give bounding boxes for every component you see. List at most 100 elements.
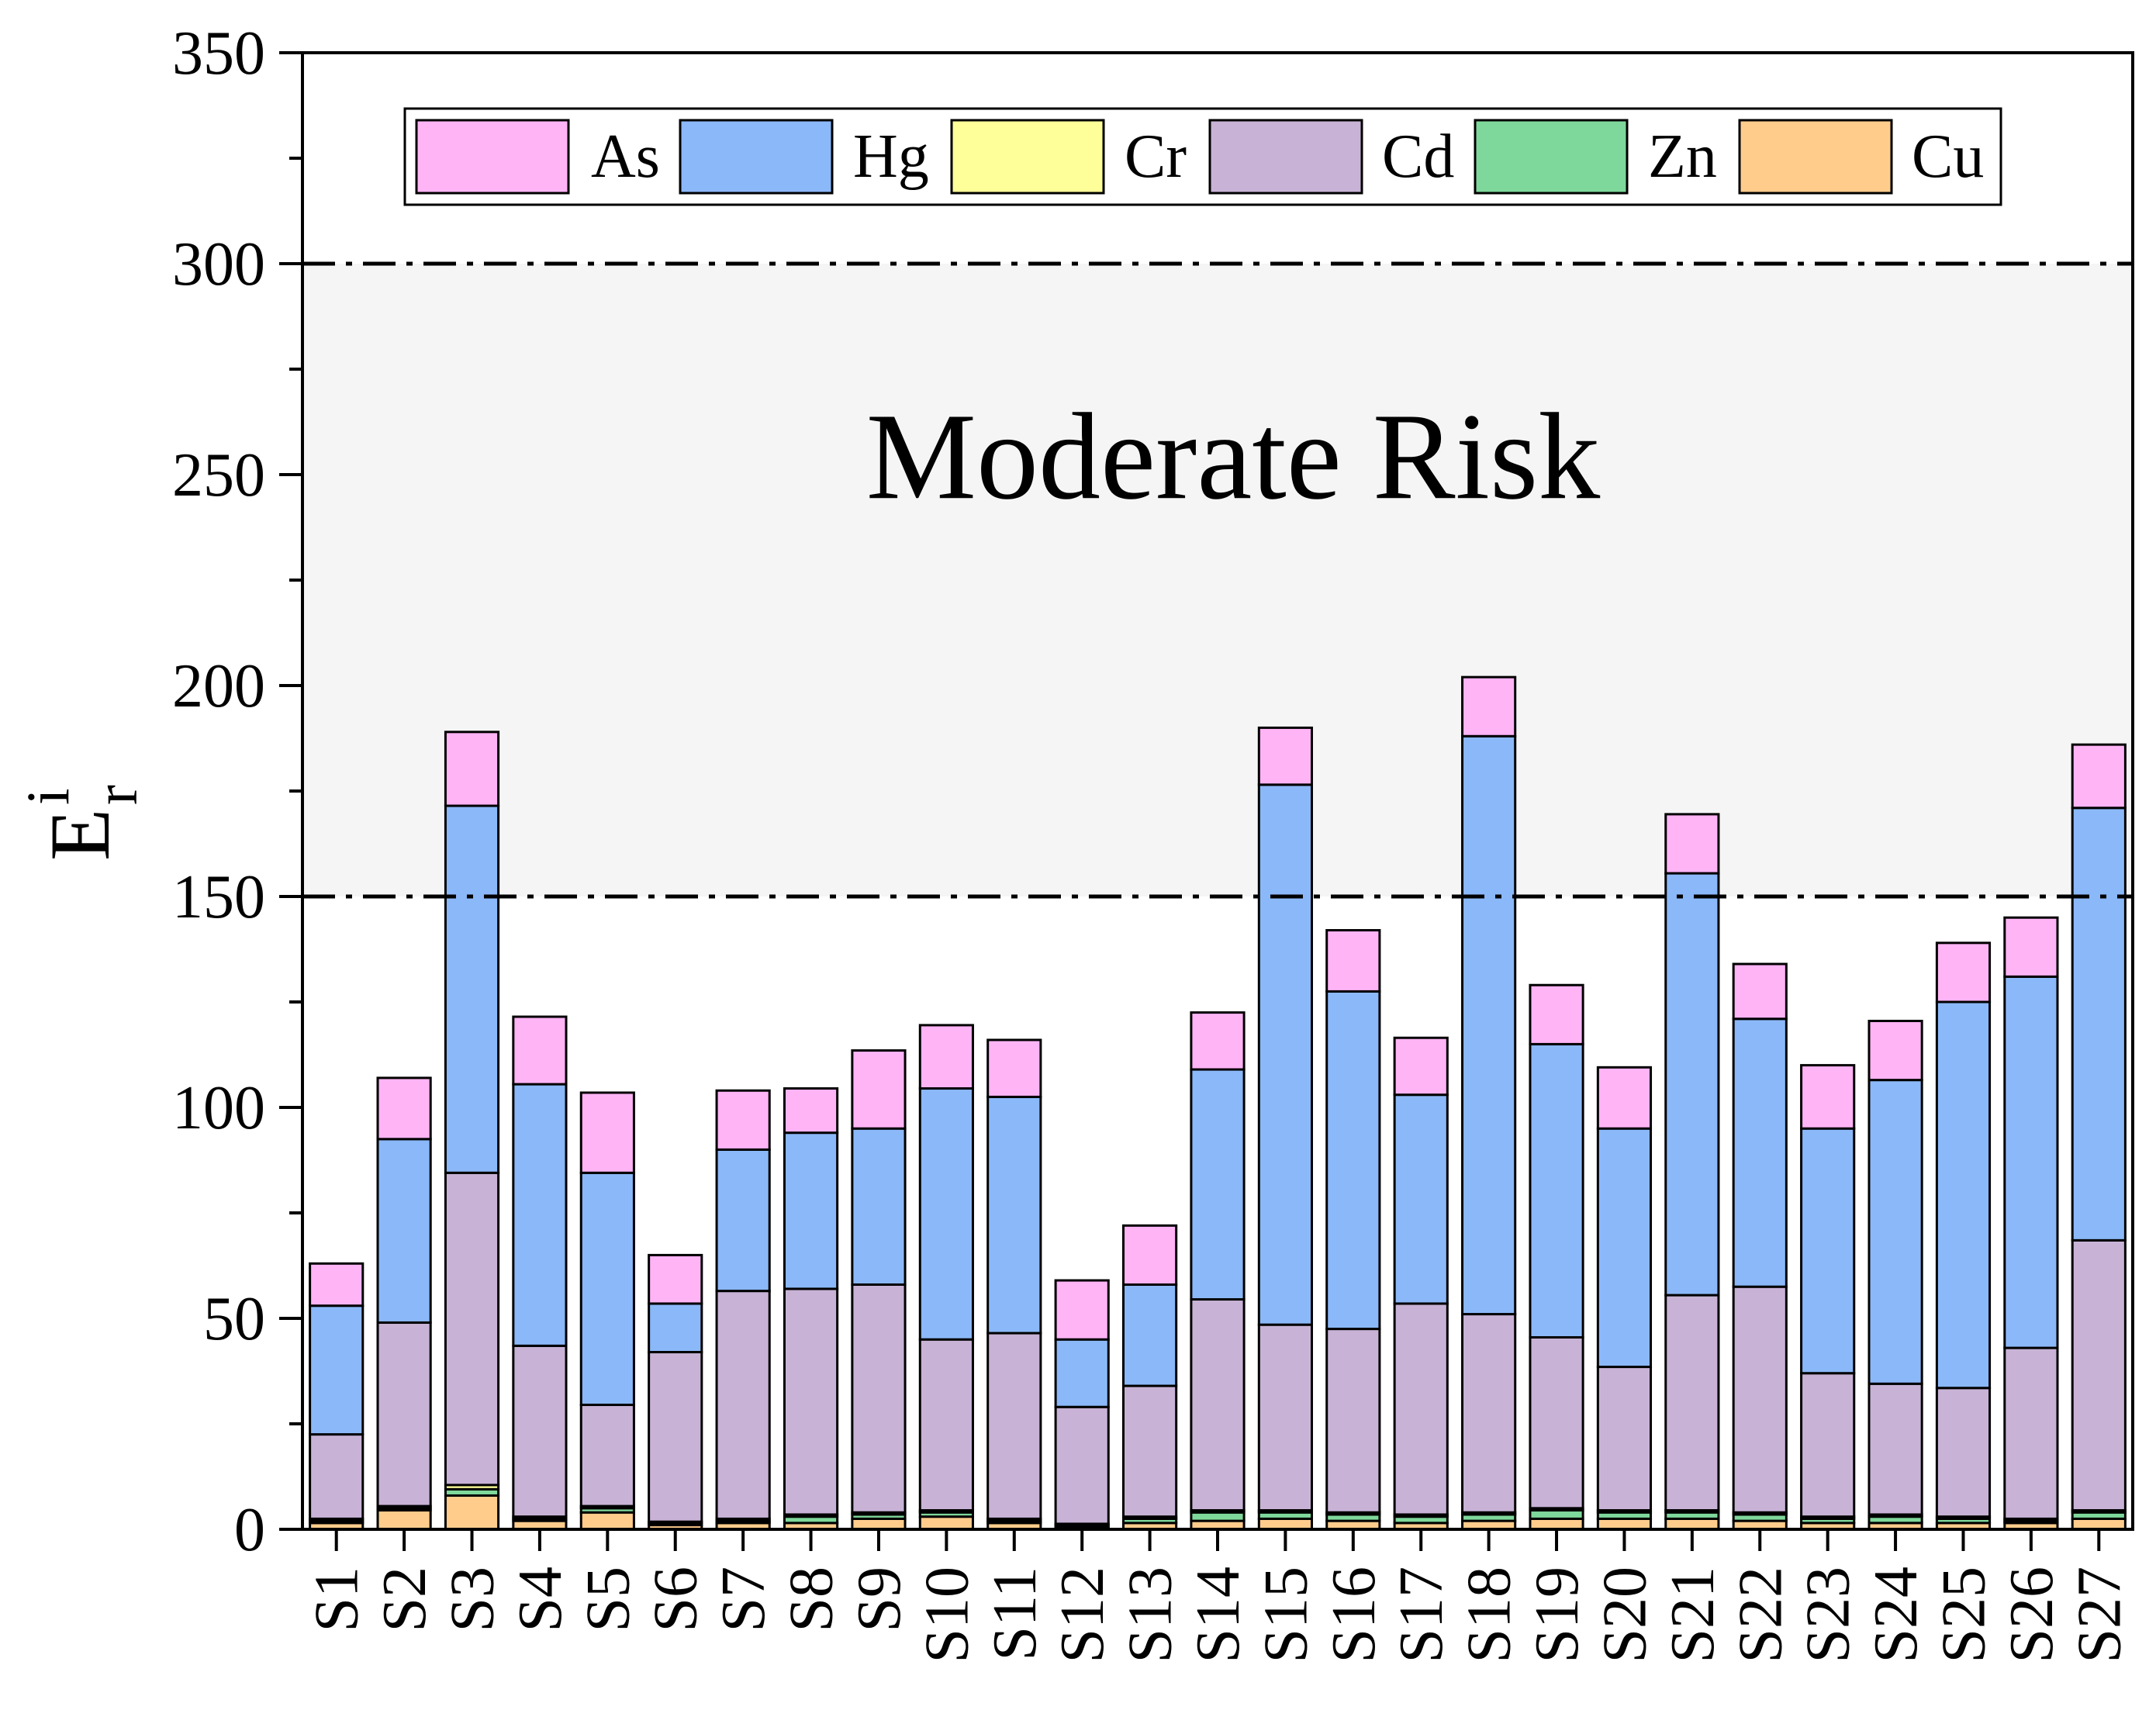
y-tick-label-350: 350 xyxy=(172,19,265,88)
bar-S25-Cd xyxy=(1935,1387,1992,1518)
bar-S26-Cd xyxy=(2003,1346,2059,1520)
bar-stack-S4 xyxy=(512,1015,568,1531)
bar-S27-Hg xyxy=(2071,807,2127,1242)
bar-S17-Cd xyxy=(1393,1302,1449,1516)
bar-S4-Cd xyxy=(512,1344,568,1518)
x-tick-label-S12: S12 xyxy=(1049,1567,1117,1663)
bar-S27-As xyxy=(2071,743,2127,810)
legend-label-As: As xyxy=(591,123,660,191)
bar-S14-Hg xyxy=(1190,1068,1246,1301)
legend-swatch-Zn xyxy=(1474,119,1629,195)
bar-S22-Cd xyxy=(1732,1285,1788,1514)
bar-S22-Hg xyxy=(1732,1017,1788,1288)
bar-S6-Hg xyxy=(648,1302,703,1354)
y-tick-label-50: 50 xyxy=(203,1285,265,1353)
bar-S4-Hg xyxy=(512,1083,568,1347)
x-tick-label-S5: S5 xyxy=(574,1567,642,1632)
bar-S15-Cd xyxy=(1257,1323,1313,1512)
bar-S1-As xyxy=(309,1262,365,1308)
bar-S9-As xyxy=(851,1049,907,1130)
bar-stack-S11 xyxy=(986,1038,1042,1531)
bar-S20-Cu xyxy=(1596,1517,1653,1531)
bar-S15-Cu xyxy=(1257,1517,1313,1531)
x-tick-label-S16: S16 xyxy=(1320,1567,1388,1663)
bar-S12-Hg xyxy=(1054,1338,1110,1408)
x-tick-label-S18: S18 xyxy=(1456,1567,1524,1663)
bar-stack-S23 xyxy=(1800,1064,1856,1531)
bar-stack-S20 xyxy=(1596,1066,1653,1531)
bar-S14-As xyxy=(1190,1011,1246,1071)
y-axis-label-base: E xyxy=(33,809,127,861)
bar-S19-Zn xyxy=(1529,1509,1584,1520)
y-axis-label-superscript: i xyxy=(14,788,81,805)
y-axis-label-subscript: r xyxy=(82,785,150,805)
bar-stack-S1 xyxy=(309,1262,365,1531)
bar-S16-As xyxy=(1325,929,1381,993)
bar-S18-Hg xyxy=(1461,734,1517,1316)
x-tick-label-S11: S11 xyxy=(981,1567,1049,1661)
bar-S20-Cd xyxy=(1596,1366,1653,1512)
bar-S9-Cu xyxy=(851,1517,907,1531)
bar-S23-Cd xyxy=(1800,1372,1856,1518)
bar-stack-S17 xyxy=(1393,1036,1449,1531)
bar-S19-Cd xyxy=(1529,1335,1584,1510)
x-tick-label-S7: S7 xyxy=(710,1567,778,1632)
bar-stack-S2 xyxy=(376,1076,432,1531)
bar-S2-Cd xyxy=(376,1321,432,1508)
bar-S11-Cd xyxy=(986,1332,1042,1520)
x-tick-label-S27: S27 xyxy=(2065,1567,2134,1663)
bar-stack-S25 xyxy=(1935,941,1992,1531)
bar-stack-S5 xyxy=(579,1091,635,1531)
bar-S24-As xyxy=(1867,1019,1923,1082)
bar-S5-Hg xyxy=(579,1171,635,1407)
bar-S18-As xyxy=(1461,675,1517,738)
bar-S17-Hg xyxy=(1393,1093,1449,1305)
bar-stack-S18 xyxy=(1461,675,1517,1531)
bar-S11-Hg xyxy=(986,1095,1042,1335)
x-tick-label-S4: S4 xyxy=(506,1567,575,1632)
y-tick-label-200: 200 xyxy=(172,652,265,720)
x-tick-label-S9: S9 xyxy=(845,1567,914,1632)
bar-S25-Hg xyxy=(1935,1000,1992,1390)
legend-box xyxy=(403,107,2002,206)
bar-stack-S13 xyxy=(1122,1224,1178,1531)
x-tick-label-S15: S15 xyxy=(1252,1567,1320,1663)
bar-S9-Hg xyxy=(851,1127,907,1286)
bar-S19-Hg xyxy=(1529,1042,1584,1339)
bar-S3-Hg xyxy=(444,804,500,1174)
bar-S1-Cd xyxy=(309,1433,365,1520)
bar-S6-As xyxy=(648,1253,703,1305)
bar-S7-As xyxy=(715,1089,771,1151)
bar-S12-Cd xyxy=(1054,1405,1110,1525)
bar-S26-As xyxy=(2003,916,2059,978)
bar-S5-Cu xyxy=(579,1511,635,1531)
bar-S13-Hg xyxy=(1122,1283,1178,1387)
bar-S27-Cd xyxy=(2071,1238,2127,1512)
x-tick-label-S22: S22 xyxy=(1726,1567,1795,1663)
bar-S7-Cd xyxy=(715,1290,771,1520)
bar-S18-Cd xyxy=(1461,1313,1517,1514)
x-tick-label-S17: S17 xyxy=(1387,1567,1456,1663)
bar-stack-S21 xyxy=(1664,813,1720,1531)
bar-stack-S26 xyxy=(2003,916,2059,1531)
legend: As Hg Cr Cd Zn Cu xyxy=(403,107,2002,206)
bar-S9-Cd xyxy=(851,1283,907,1514)
x-tick-label-S14: S14 xyxy=(1184,1567,1252,1663)
x-tick-label-S20: S20 xyxy=(1591,1567,1659,1663)
bar-stack-S19 xyxy=(1529,983,1584,1531)
legend-label-Cu: Cu xyxy=(1912,123,1984,191)
x-tick-label-S1: S1 xyxy=(303,1567,371,1632)
bar-stack-S7 xyxy=(715,1089,771,1531)
bar-S3-Cd xyxy=(444,1171,500,1487)
moderate-risk-label: Moderate Risk xyxy=(866,387,1600,525)
bar-S13-Cd xyxy=(1122,1384,1178,1518)
y-tick-label-150: 150 xyxy=(172,863,265,931)
bar-stack-S3 xyxy=(444,731,500,1531)
x-tick-label-S21: S21 xyxy=(1659,1567,1727,1663)
bar-S3-Cu xyxy=(444,1494,500,1531)
bar-S2-As xyxy=(376,1076,432,1141)
bar-S20-Hg xyxy=(1596,1127,1653,1369)
bar-S21-As xyxy=(1664,813,1720,875)
bar-stack-S22 xyxy=(1732,962,1788,1531)
